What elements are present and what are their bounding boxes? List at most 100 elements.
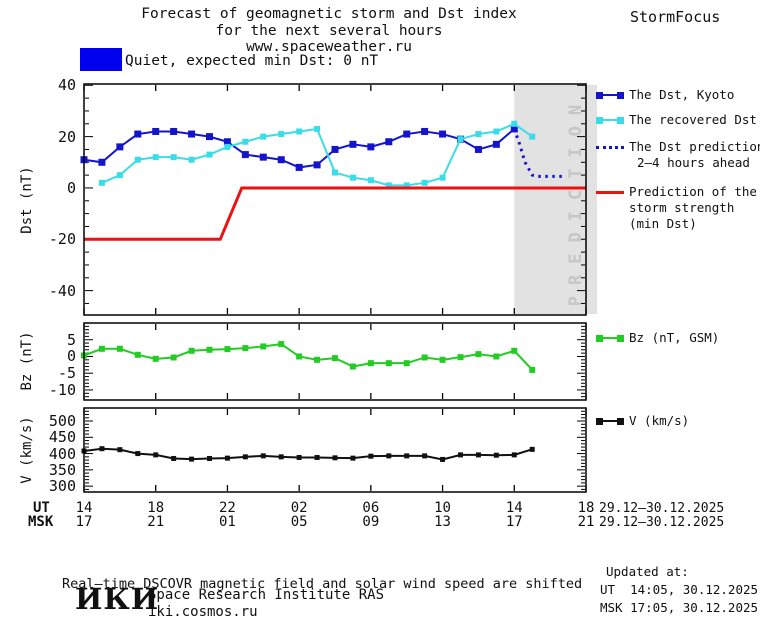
bz-marker xyxy=(511,347,518,354)
dst-kyoto-marker xyxy=(474,145,482,153)
dst-recovered-marker xyxy=(314,125,321,132)
bz-marker xyxy=(367,360,374,367)
dst-kyoto-marker xyxy=(98,158,106,166)
dst-recovered-marker xyxy=(170,154,177,161)
ut-row-tick-label: 02 xyxy=(290,500,308,516)
bz-panel-border xyxy=(83,322,587,401)
storm-level-swatch-icon xyxy=(80,48,122,71)
dst-recovered-marker xyxy=(332,169,338,176)
series-storm-strength xyxy=(84,186,586,241)
dst-y-tick-label: 40 xyxy=(57,76,76,95)
dst-kyoto-marker xyxy=(223,138,231,146)
v-marker xyxy=(99,446,105,452)
dst-y-tick-label: -40 xyxy=(48,281,76,300)
bz-marker xyxy=(439,356,446,363)
dst-kyoto-marker xyxy=(439,130,447,138)
v-marker xyxy=(511,452,517,458)
msk-row-tick-label: 13 xyxy=(434,514,451,530)
series-bz xyxy=(83,343,533,371)
v-y-tick-label: 300 xyxy=(48,477,76,496)
dst-recovered-marker xyxy=(367,177,374,184)
bz-marker xyxy=(493,353,500,360)
bz-y-tick-label: 5 xyxy=(66,330,76,349)
dst-panel-border xyxy=(83,83,587,316)
storm-status-label: Quiet, expected min Dst: 0 nT xyxy=(125,53,379,69)
legend-item-bz: Bz (nT, GSM) xyxy=(592,330,760,346)
bz-marker xyxy=(188,347,195,354)
ut-row-tick-label: 10 xyxy=(434,500,451,516)
bz-marker xyxy=(457,354,464,361)
iki-logo: ИКИ xyxy=(75,582,160,616)
dst-recovered-marker xyxy=(134,156,141,163)
title-line-1: Forecast of geomagnetic storm and Dst in… xyxy=(141,6,517,22)
dst-kyoto-marker xyxy=(188,130,196,138)
v-marker xyxy=(332,455,338,461)
legend-item-dst-prediction: The Dst prediction 2–4 hours ahead xyxy=(592,139,760,171)
dst-kyoto-marker xyxy=(134,130,142,138)
msk-row-tick-label: 05 xyxy=(290,514,308,530)
dst-kyoto-marker xyxy=(206,133,213,141)
ut-row-tick-label: 06 xyxy=(362,500,380,516)
v-marker xyxy=(278,454,284,460)
bz-marker xyxy=(421,354,428,361)
bz-y-tick-label: -5 xyxy=(57,364,76,383)
dst-recovered-marker xyxy=(511,120,518,127)
v-marker xyxy=(493,452,499,458)
msk-row-tick-label: 17 xyxy=(505,514,523,530)
v-marker xyxy=(529,446,535,452)
dst-recovered-marker xyxy=(206,151,213,158)
series-v xyxy=(83,447,533,461)
bz-marker xyxy=(278,341,285,348)
msk-row-tick-label: 21 xyxy=(577,514,595,530)
legend-label: The Dst, Kyoto xyxy=(629,87,735,102)
recovered-dst-swatch-icon xyxy=(596,116,624,124)
chart-canvas: PREDICTION xyxy=(80,83,597,493)
legend-label: (min Dst) xyxy=(629,216,697,231)
v-marker xyxy=(350,455,356,461)
msk-row-tick-label: 01 xyxy=(218,514,236,530)
dst-recovered-marker xyxy=(116,172,123,179)
dst-kyoto-marker xyxy=(277,156,285,164)
v-swatch-icon xyxy=(596,417,624,425)
dst-kyoto-marker xyxy=(170,127,178,135)
bz-marker xyxy=(349,363,356,370)
dst-prediction-swatch-icon xyxy=(596,146,624,149)
v-y-tick-label: 350 xyxy=(48,460,76,479)
note-line-1: Real–time DSCOVR magnetic field and sola… xyxy=(62,576,583,592)
bz-marker xyxy=(529,366,536,373)
msk-row-tick-label: 21 xyxy=(147,514,165,530)
dst-kyoto-marker xyxy=(403,130,411,138)
legend-item-dst-kyoto: The Dst, Kyoto xyxy=(592,87,760,103)
propagation-note: Real–time DSCOVR magnetic field and sola… xyxy=(62,538,582,620)
institute-name: Space Research Institute RAS xyxy=(148,587,385,603)
title-line-3: www.spaceweather.ru xyxy=(246,39,412,55)
dst-recovered-marker xyxy=(475,131,482,138)
ut-row-tick-label: 22 xyxy=(218,500,236,516)
updated-at-title: Updated at: xyxy=(606,564,689,579)
legend-label: The recovered Dst xyxy=(629,112,757,127)
v-marker xyxy=(207,455,212,461)
v-marker xyxy=(242,454,248,460)
dst-kyoto-marker xyxy=(331,145,339,153)
dst-axis-title: Dst (nT) xyxy=(19,166,35,234)
msk-row-tick-label: 09 xyxy=(362,514,380,530)
dst-kyoto-swatch-icon xyxy=(596,91,624,99)
dst-recovered-marker xyxy=(278,131,285,138)
dst-kyoto-marker xyxy=(349,140,357,148)
page-title: Forecast of geomagnetic storm and Dst in… xyxy=(69,6,589,56)
dst-recovered-marker xyxy=(493,128,500,135)
dst-kyoto-marker xyxy=(313,161,321,169)
v-marker xyxy=(296,454,302,460)
storm-strength-swatch-icon xyxy=(596,191,624,194)
legend-item-recovered-dst: The recovered Dst xyxy=(592,112,760,128)
bz-marker xyxy=(296,353,303,360)
bz-marker xyxy=(116,345,123,352)
bz-marker xyxy=(332,355,338,362)
ut-date-range: 29.12–30.12.2025 xyxy=(599,501,725,516)
v-y-tick-label: 450 xyxy=(48,428,76,447)
dst-y-tick-label: 0 xyxy=(66,178,76,197)
bz-marker xyxy=(475,351,482,358)
dst-kyoto-marker xyxy=(295,163,303,171)
v-marker xyxy=(458,452,463,458)
